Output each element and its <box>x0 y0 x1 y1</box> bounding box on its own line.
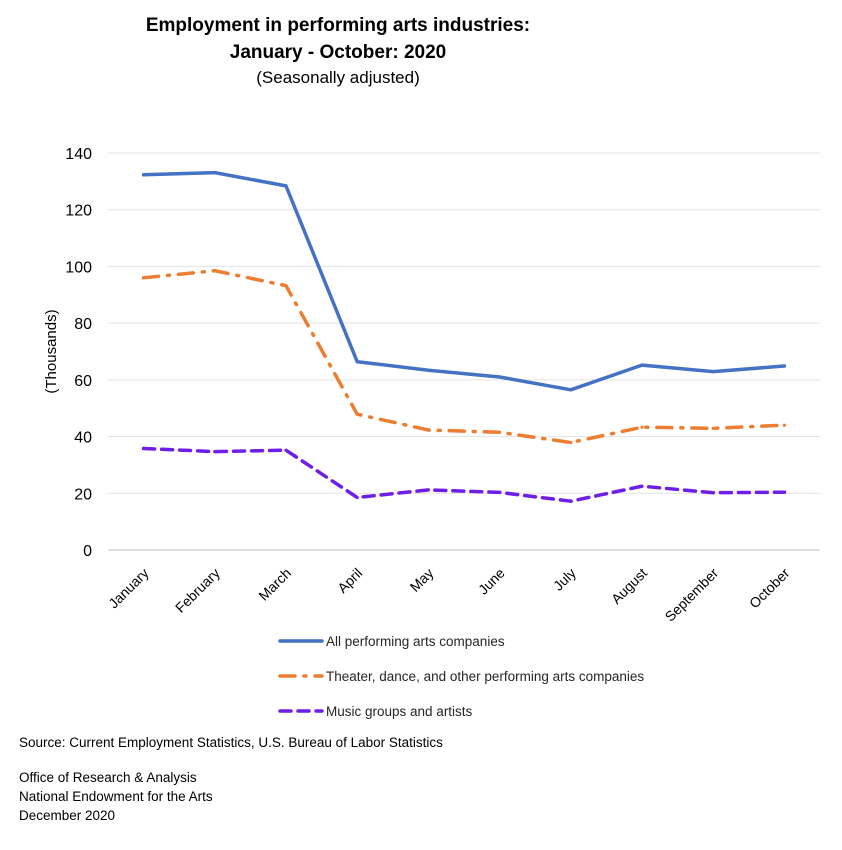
x-tick-label: July <box>550 565 579 594</box>
data-point <box>142 173 146 177</box>
data-point <box>355 495 359 500</box>
y-tick-label: 40 <box>74 430 92 447</box>
y-tick-label: 20 <box>74 486 92 503</box>
data-point <box>213 170 217 175</box>
chart-title-line-2: January - October: 2020 <box>229 42 447 63</box>
x-tick-label: August <box>608 565 650 607</box>
data-point <box>284 284 288 288</box>
data-point <box>711 426 715 430</box>
date-note: December 2020 <box>19 808 116 823</box>
y-tick-label: 80 <box>74 316 92 333</box>
data-point <box>355 360 359 364</box>
line-chart: 0 20 40 60 80 100 120 140 (Thousands) January Febr… <box>43 146 820 719</box>
x-tick-label: February <box>172 565 223 616</box>
legend-label: Theater, dance, and other performing art… <box>326 669 644 684</box>
data-point <box>426 368 430 372</box>
x-tick-label: September <box>662 565 722 625</box>
series-line-3 <box>141 446 787 503</box>
data-point <box>498 375 502 379</box>
data-point <box>782 364 787 368</box>
series-line-2 <box>141 268 787 445</box>
y-tick-label: 120 <box>65 203 92 220</box>
org-line-2: National Endowment for the Arts <box>19 789 213 804</box>
y-tick-label: 140 <box>65 146 92 163</box>
data-point <box>640 363 644 367</box>
y-tick-label: 0 <box>83 543 92 560</box>
y-tick-label: 60 <box>74 373 92 390</box>
chart-subtitle: (Seasonally adjusted) <box>256 68 420 87</box>
legend-label: Music groups and artists <box>326 704 473 719</box>
data-point <box>284 184 288 188</box>
x-tick-label: March <box>255 565 294 604</box>
data-point <box>498 490 502 495</box>
data-point <box>569 440 573 445</box>
chart-title: Employment in performing arts industries… <box>0 12 676 90</box>
y-axis-title: (Thousands) <box>43 309 60 393</box>
data-point <box>640 425 644 429</box>
data-point <box>284 448 288 452</box>
data-point <box>142 276 146 280</box>
x-tick-label: October <box>746 565 793 612</box>
data-point <box>569 499 573 503</box>
data-point <box>213 269 217 273</box>
y-tick-label: 100 <box>65 259 92 276</box>
data-point <box>711 370 715 374</box>
data-point <box>569 388 573 392</box>
data-point <box>640 484 644 488</box>
legend-label: All performing arts companies <box>326 634 505 649</box>
data-point <box>782 490 787 494</box>
data-point <box>782 423 787 427</box>
source-note: Source: Current Employment Statistics, U… <box>19 735 443 750</box>
chart-title-line-1: Employment in performing arts industries… <box>145 15 531 36</box>
data-point <box>426 428 430 432</box>
x-tick-label: May <box>407 565 437 595</box>
data-point <box>498 430 502 434</box>
x-tick-label: April <box>334 565 365 596</box>
x-tick-label: June <box>475 565 508 598</box>
org-line-1: Office of Research & Analysis <box>19 770 197 785</box>
series-line-1 <box>141 170 787 392</box>
data-point <box>711 491 715 495</box>
data-point <box>426 488 430 492</box>
data-point <box>142 446 146 451</box>
data-point <box>355 412 359 416</box>
data-point <box>213 450 217 454</box>
x-tick-label: January <box>105 565 152 612</box>
